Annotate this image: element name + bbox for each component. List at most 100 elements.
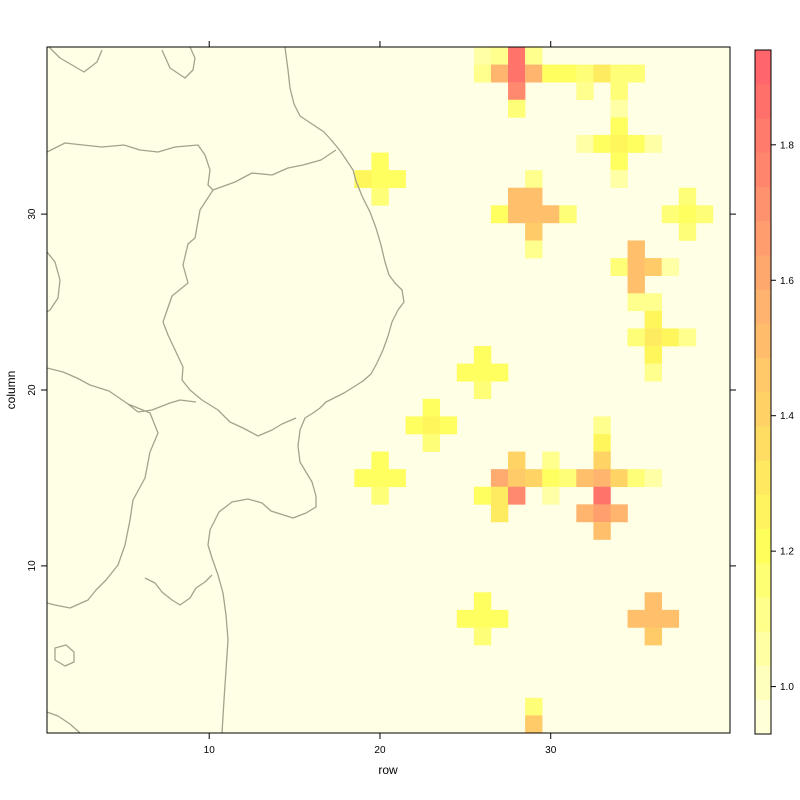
heatmap-cell (473, 486, 492, 505)
prefecture-border (47, 142, 337, 191)
x-tick-label: 30 (545, 745, 557, 756)
heatmap-cell (473, 346, 492, 364)
heatmap-cell (508, 187, 526, 206)
colorbar-level (755, 597, 771, 632)
heatmap-cell (644, 293, 662, 312)
heatmap-cell (490, 504, 509, 523)
heatmap-cell (644, 134, 662, 153)
heatmap-cell (473, 609, 492, 628)
heatmap-cell (593, 64, 611, 83)
colorbar-level (755, 426, 771, 461)
heatmap-cell (490, 486, 509, 505)
y-axis: 10 20 30 (27, 208, 736, 571)
colorbar-level (755, 186, 771, 222)
colorbar-tick-label: 1.2 (780, 547, 794, 558)
colorbar-level (755, 118, 771, 153)
heatmap-cell (593, 521, 611, 540)
heatmap-cell (473, 592, 492, 611)
prefecture-border (47, 403, 159, 609)
heatmap-cell (644, 592, 662, 611)
heatmap-cell (627, 275, 645, 294)
heatmap-cell (490, 205, 509, 224)
heatmap-cell (610, 99, 628, 118)
lake-outline (54, 644, 75, 667)
heatmap-cell (576, 469, 594, 488)
heatmap-cell (508, 47, 526, 65)
prefecture-border (48, 47, 103, 73)
heatmap-cell (593, 486, 611, 505)
colorbar-level (755, 392, 771, 427)
heatmap-cell (593, 416, 611, 435)
heatmap-cell (542, 486, 560, 505)
heatmap-cell (644, 258, 662, 276)
heatmap-cell (508, 205, 526, 224)
heatmap-cell (405, 416, 423, 435)
heatmap-cell (593, 433, 611, 452)
colorbar-level (755, 563, 771, 598)
x-axis: 10 20 30 (204, 41, 557, 756)
heatmap-cell (610, 170, 628, 189)
heatmap-cell (627, 328, 645, 347)
heatmap-cell (678, 187, 697, 206)
prefecture-border (47, 251, 61, 313)
heatmap-cell (644, 346, 662, 364)
colorbar-tick-label: 1.8 (780, 140, 794, 151)
heatmap-cell (473, 64, 492, 83)
heatmap-cell (490, 609, 509, 628)
y-tick-label: 30 (27, 208, 38, 220)
colorbar-level (755, 528, 771, 564)
heatmap-cell (525, 64, 543, 83)
heatmap-cell (525, 170, 543, 189)
heatmap-cell (610, 469, 628, 488)
colorbar-level (755, 665, 771, 701)
colorbar-levels (755, 50, 771, 735)
prefecture-border (161, 47, 196, 79)
coastline-map (47, 47, 405, 733)
heatmap-cell (576, 82, 594, 101)
heatmap-cell (695, 205, 714, 224)
heatmap-cell (490, 363, 509, 382)
heatmap-cell (610, 504, 628, 523)
colorbar-level (755, 50, 771, 85)
heatmap-cell (593, 451, 611, 470)
heatmap-cell (610, 152, 628, 171)
heatmap-cell (525, 469, 543, 488)
heatmap-cell (610, 82, 628, 101)
heatmap-cell (678, 328, 697, 347)
colorbar-ticks: 1.0 1.2 1.4 1.6 1.8 (771, 140, 794, 693)
heatmap-cell (559, 205, 577, 224)
heatmap-cell (371, 152, 389, 171)
colorbar-level (755, 494, 771, 530)
heatmap-cell (576, 64, 594, 83)
heatmap-cell (371, 486, 389, 505)
heatmap-cell (610, 64, 628, 83)
heatmap-cell (644, 310, 662, 329)
heatmap-cells (354, 47, 714, 733)
prefecture-border (47, 711, 81, 733)
heatmap-cell (508, 64, 526, 83)
heatmap-cell (508, 451, 526, 470)
heatmap-cell (490, 64, 509, 83)
colorbar-level (755, 699, 771, 735)
heatmap-cell (661, 205, 680, 224)
heatmap-cell (371, 170, 389, 189)
heatmap-cell (627, 258, 645, 276)
heatmap-cell (576, 504, 594, 523)
heatmap-cell (661, 328, 680, 347)
heatmap-cell (644, 469, 662, 488)
heatmap-cell (473, 47, 492, 65)
heatmap-cell (508, 486, 526, 505)
heatmap-cell (525, 222, 543, 241)
heatmap-cell (525, 715, 543, 733)
colorbar-level (755, 152, 771, 188)
heatmap-cell (593, 469, 611, 488)
heatmap-cell (525, 205, 543, 224)
heatmap-cell (559, 469, 577, 488)
heatmap-cell (542, 64, 560, 83)
heatmap-cell (525, 697, 543, 716)
heatmap-cell (525, 187, 543, 206)
heatmap-cell (593, 504, 611, 523)
colorbar-level (755, 460, 771, 495)
heatmap-cell (422, 416, 441, 435)
